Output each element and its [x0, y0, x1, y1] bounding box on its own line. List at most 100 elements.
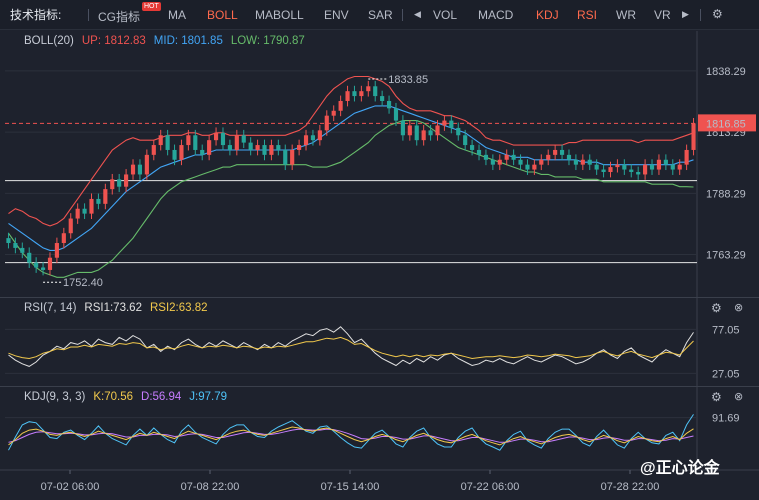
candle-body	[393, 108, 399, 121]
candle-body	[504, 154, 509, 160]
candle-body	[234, 135, 239, 150]
candle-body	[82, 208, 87, 214]
candle-body	[110, 179, 115, 190]
candle-body	[137, 164, 143, 175]
candle-body	[54, 243, 59, 258]
candle-body	[303, 135, 309, 146]
candle-body	[117, 179, 122, 187]
candle-body	[608, 167, 613, 172]
close-icon[interactable]: ⊗	[734, 391, 744, 403]
candle-body	[386, 100, 392, 109]
candle-body	[213, 132, 219, 141]
tab-ma[interactable]: MA	[168, 8, 186, 22]
kdj-name: KDJ(9, 3, 3)	[24, 391, 86, 403]
candle-body	[276, 145, 281, 150]
candle-body	[200, 149, 205, 155]
d-value: D:56.94	[141, 391, 182, 403]
candle-body	[511, 154, 516, 160]
gear-icon[interactable]: ⚙	[711, 390, 722, 404]
candle-body	[61, 233, 66, 244]
candle-body	[290, 149, 295, 165]
candle-body	[269, 145, 274, 155]
candle-body	[380, 96, 385, 101]
candle-body	[656, 159, 662, 170]
candle-body	[255, 145, 260, 150]
candle-body	[525, 164, 530, 170]
tab-cg[interactable]: CG指标	[98, 10, 141, 24]
candle-body	[532, 164, 537, 170]
gear-icon[interactable]: ⚙	[711, 301, 722, 315]
candle-body	[622, 164, 627, 170]
candle-body	[352, 91, 357, 97]
tab-macd[interactable]: MACD	[478, 8, 514, 22]
candle-body	[241, 135, 246, 143]
candle-body	[497, 159, 502, 165]
candle-body	[47, 257, 53, 270]
close-icon[interactable]: ⊗	[734, 302, 744, 314]
candle-body	[193, 135, 198, 150]
candle-body	[518, 159, 523, 165]
boll-mid-line	[8, 105, 694, 251]
candle-body	[96, 198, 101, 204]
candle-body	[89, 198, 94, 214]
candle-body	[40, 267, 46, 270]
boll-up-line	[8, 75, 694, 227]
tab-rsi[interactable]: RSI	[577, 8, 598, 22]
boll-name: BOLL(20)	[24, 35, 74, 47]
tab-wr[interactable]: WR	[616, 8, 636, 22]
candle-body	[414, 125, 419, 141]
candle-body	[449, 120, 454, 128]
gear-icon[interactable]: ⚙	[712, 7, 723, 21]
boll-low-line	[8, 120, 694, 278]
triangle-right-icon[interactable]: ▶	[682, 9, 689, 19]
candle-body	[566, 154, 572, 160]
tab-maboll[interactable]: MABOLL	[255, 8, 304, 22]
high-price-label: 1833.85	[388, 74, 428, 86]
candle-body	[172, 149, 177, 160]
candle-body	[27, 252, 32, 263]
candle-body	[165, 135, 170, 150]
candle-body	[130, 164, 136, 175]
candle-body	[359, 91, 364, 97]
candle-body	[317, 130, 322, 141]
d-line	[8, 428, 694, 443]
rsi1-line	[8, 326, 694, 367]
boll-low-value: LOW: 1790.87	[230, 35, 305, 47]
tab-sar[interactable]: SAR	[368, 8, 393, 22]
kdj-header: KDJ(9, 3, 3) K:70.56 D:56.94 J:97.79	[24, 387, 235, 407]
tab-env[interactable]: ENV	[324, 8, 349, 22]
candle-body	[476, 149, 482, 155]
candle-body	[421, 130, 426, 141]
candle-body	[539, 159, 544, 165]
candle-body	[151, 145, 156, 155]
candle-body	[20, 247, 25, 253]
tab-kdj[interactable]: KDJ	[536, 8, 559, 22]
rsi1-value: RSI1:73.62	[84, 302, 142, 314]
candle-body	[262, 145, 267, 155]
toolbar-separator	[402, 9, 403, 21]
rsi-tick-label: 27.05	[712, 368, 740, 380]
candle-body	[483, 154, 489, 160]
candle-body	[456, 127, 461, 136]
boll-up-value: UP: 1812.83	[81, 35, 146, 47]
candle-body	[13, 243, 18, 248]
tab-boll[interactable]: BOLL	[207, 8, 238, 22]
panel-divider	[0, 386, 759, 387]
candle-body	[663, 159, 668, 165]
candle-body	[407, 125, 412, 136]
tab-vr[interactable]: VR	[654, 8, 671, 22]
candle-body	[207, 140, 212, 155]
candle-body	[103, 189, 108, 204]
tab-vol[interactable]: VOL	[433, 8, 458, 22]
candle-body	[144, 154, 149, 175]
candle-body	[580, 159, 585, 165]
time-axis-label: 07-02 06:00	[41, 481, 100, 493]
triangle-left-icon[interactable]: ◀	[414, 9, 421, 19]
boll-header: BOLL(20) UP: 1812.83 MID: 1801.85 LOW: 1…	[24, 31, 313, 51]
candle-body	[691, 123, 696, 150]
candle-body	[373, 86, 378, 97]
candle-body	[6, 238, 11, 244]
candle-body	[366, 86, 371, 92]
rsi-name: RSI(7, 14)	[24, 302, 77, 314]
